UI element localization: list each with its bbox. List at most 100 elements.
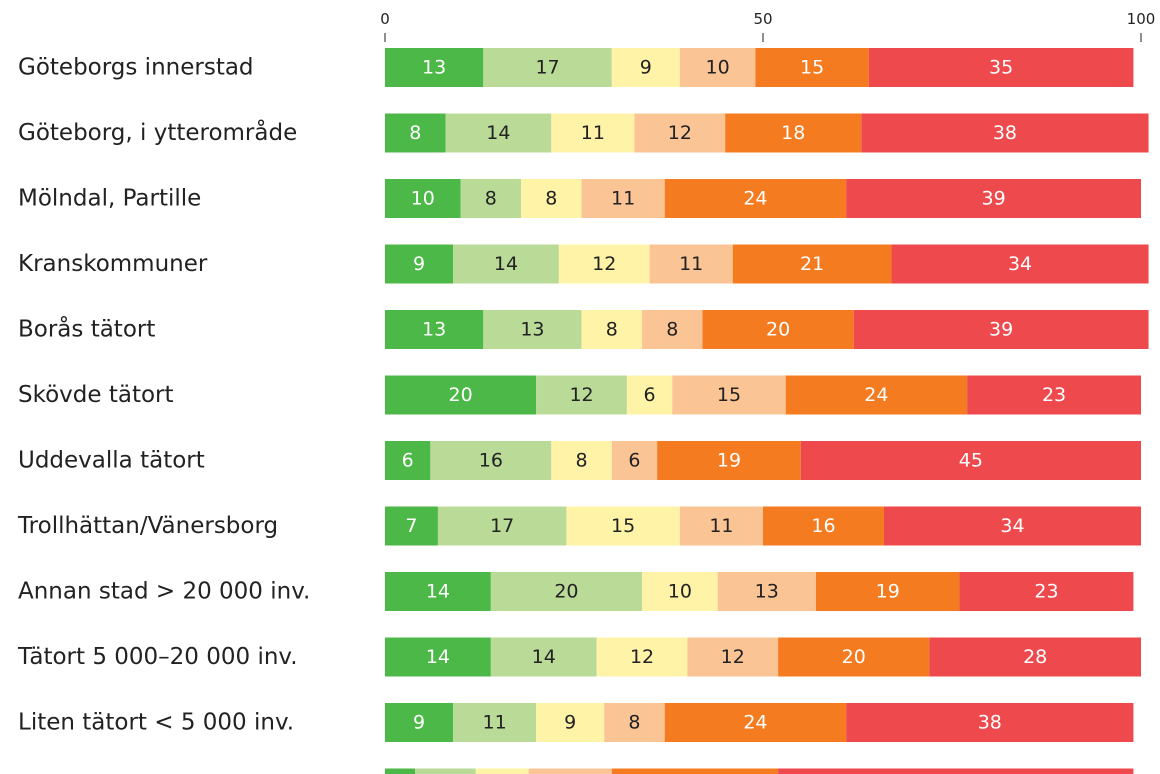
bar-segment-11-4 [611,768,779,774]
bar-segment-5-3 [672,375,786,415]
data-label-0-0: 13 [422,57,446,79]
category-label-10: Liten tätort < 5 000 inv. [18,710,294,736]
data-label-5-3: 15 [717,384,741,406]
bar-segment-3-5 [891,244,1149,284]
data-label-5-4: 24 [864,384,888,406]
data-label-7-1: 17 [490,515,514,537]
data-label-8-5: 23 [1034,581,1058,603]
data-label-5-5: 23 [1042,384,1066,406]
bar-segment-6-1 [430,441,552,480]
data-label-1-4: 18 [781,122,805,144]
x-tick-label-100: 100 [1127,10,1156,28]
data-label-2-4: 24 [743,188,767,210]
category-label-1: Göteborg, i ytterområde [18,118,297,146]
bar-segment-1-4 [725,113,862,153]
data-label-2-3: 11 [611,188,635,210]
data-label-10-0: 9 [413,712,425,734]
bar-segment-3-4 [732,244,892,284]
data-label-4-2: 8 [606,319,618,341]
data-label-3-1: 14 [494,253,518,275]
bar-segment-7-2 [566,506,680,546]
bar-segment-2-2 [521,179,582,218]
bar-segment-10-4 [664,703,847,742]
data-label-4-1: 13 [520,319,544,341]
data-label-6-3: 6 [628,450,640,472]
bar-segment-9-3 [687,637,779,677]
data-label-10-5: 38 [978,712,1002,734]
bar-segment-0-4 [755,48,869,87]
bar-segment-6-2 [551,441,612,480]
data-label-8-1: 20 [554,581,578,603]
bar-segment-4-1 [483,310,582,349]
bar-segment-11-3 [528,768,612,774]
bar-segment-4-5 [853,310,1149,349]
data-label-10-4: 24 [743,712,767,734]
category-label-6: Uddevalla tätort [18,448,205,474]
bar-segment-5-0 [385,375,537,415]
x-tick-label-0: 0 [380,10,390,28]
category-label-5: Skövde tätort [18,382,174,408]
bar-segment-9-4 [778,637,930,677]
bar-segment-7-4 [763,506,884,546]
bar-segment-0-3 [679,48,756,87]
bar-segment-0-1 [483,48,612,87]
bar-segment-4-4 [702,310,854,349]
bar-segment-8-0 [385,572,491,611]
data-label-9-5: 28 [1023,646,1047,668]
data-label-5-0: 20 [449,384,473,406]
data-label-6-4: 19 [717,450,741,472]
bar-segment-7-0 [385,506,438,546]
bar-segment-7-1 [437,506,567,546]
category-label-4: Borås tätort [18,315,155,343]
bar-segment-6-4 [657,441,801,480]
data-label-0-4: 15 [800,57,824,79]
bar-segment-5-1 [536,375,627,415]
data-label-10-2: 9 [564,712,576,734]
bar-segment-3-1 [453,244,559,284]
bar-segment-6-0 [385,441,431,480]
data-label-6-2: 8 [576,450,588,472]
data-label-8-0: 14 [426,581,450,603]
bar-segment-6-5 [800,441,1141,480]
data-label-6-0: 6 [402,450,414,472]
bar-segment-4-3 [642,310,703,349]
x-axis: 0 50 100 [380,10,1155,42]
data-label-5-2: 6 [644,384,656,406]
x-tick-label-50: 50 [753,10,772,28]
data-label-0-2: 9 [640,57,652,79]
bar-segment-8-5 [959,572,1134,611]
data-label-9-4: 20 [842,646,866,668]
data-label-8-2: 10 [668,581,692,603]
bar-segment-5-5 [967,375,1141,415]
data-label-3-3: 11 [679,253,703,275]
bar-segment-9-5 [929,637,1141,677]
bar-segment-10-1 [453,703,537,742]
bar-segment-5-2 [626,375,673,415]
data-label-9-2: 12 [630,646,654,668]
bar-segment-8-3 [717,572,816,611]
bar-segment-4-0 [385,310,484,349]
data-label-8-3: 13 [755,581,779,603]
data-label-3-4: 21 [800,253,824,275]
bar-segment-0-2 [611,48,680,87]
data-label-6-5: 45 [959,450,983,472]
category-label-3: Kranskommuner [18,251,208,277]
bar-segment-4-2 [581,310,643,349]
bar-segment-1-3 [634,113,726,153]
bar-segment-3-0 [385,244,454,284]
data-label-6-1: 16 [479,450,503,472]
bar-segment-1-2 [551,113,635,153]
data-label-3-5: 34 [1008,253,1032,275]
bar-segment-2-1 [460,179,522,218]
bar-segment-0-5 [868,48,1134,87]
bar-segment-2-4 [664,179,847,218]
data-label-3-0: 9 [413,253,425,275]
data-label-7-4: 16 [811,515,835,537]
data-label-4-0: 13 [422,319,446,341]
category-labels: Göteborgs innerstad Göteborg, i ytterområ… [17,55,310,736]
data-label-9-1: 14 [532,646,556,668]
bar-segment-8-2 [642,572,718,611]
bar-segment-2-3 [581,179,665,218]
bar-segment-1-1 [445,113,552,153]
